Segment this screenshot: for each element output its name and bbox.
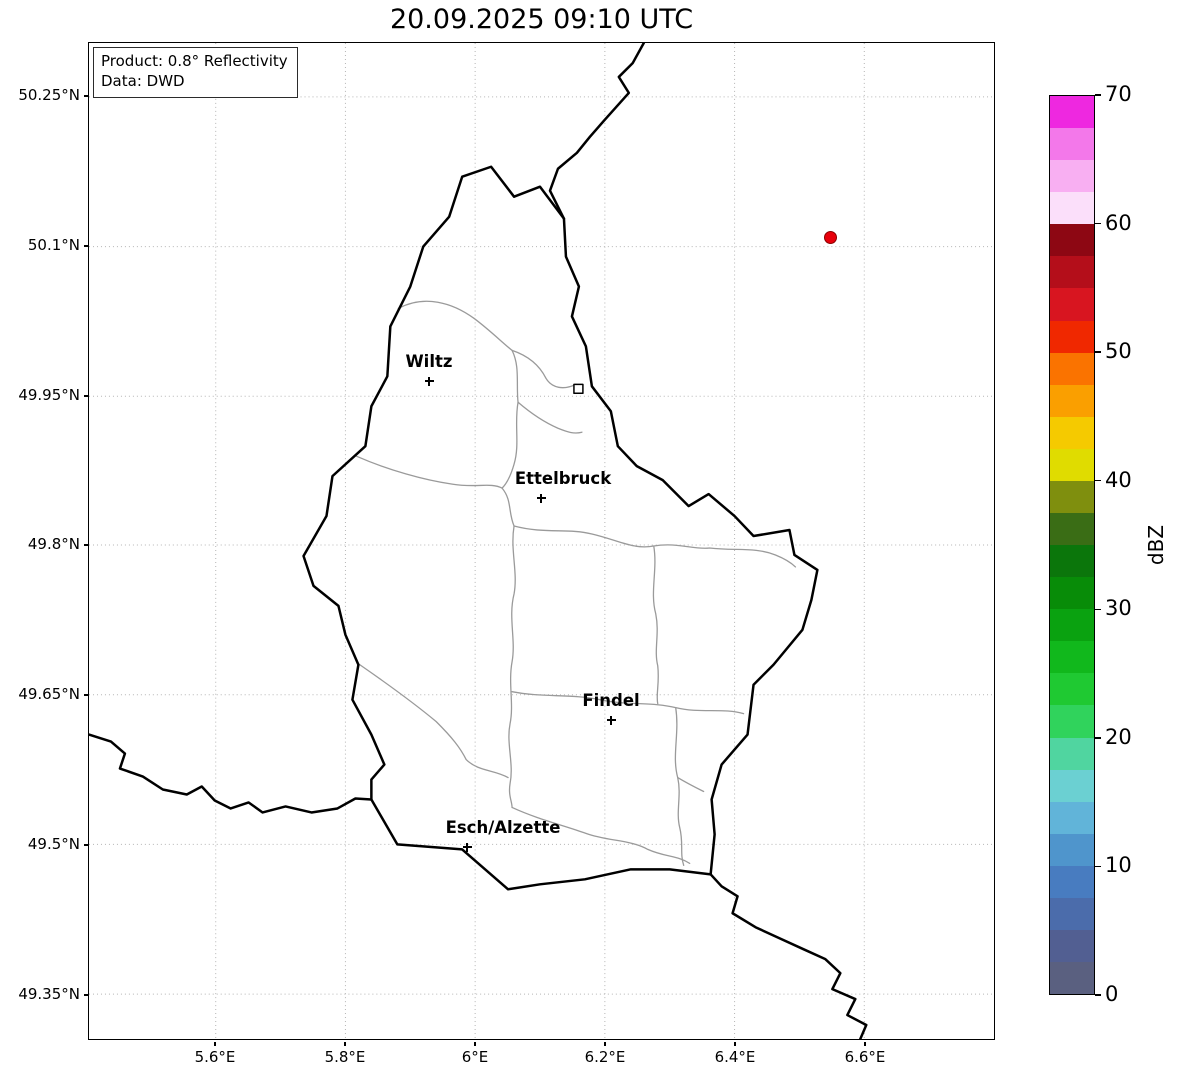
colorbar-segment (1050, 577, 1094, 610)
colorbar-segment (1050, 930, 1094, 963)
figure-title: 20.09.2025 09:10 UTC (389, 4, 694, 35)
city-marker (536, 493, 547, 504)
colorbar-tick-mark (1095, 608, 1101, 611)
city-label: Ettelbruck (514, 469, 612, 488)
lon-tick-mark (214, 1041, 216, 1046)
colorbar-segment (1050, 480, 1094, 514)
colorbar-tick-mark (1095, 222, 1101, 225)
info-product-line: Product: 0.8° Reflectivity (101, 52, 288, 70)
colorbar-tick-label: 20 (1105, 724, 1132, 749)
colorbar-segment (1050, 96, 1094, 129)
colorbar-tick-label: 60 (1105, 210, 1132, 235)
colorbar-segment (1050, 737, 1094, 770)
lat-tick-mark (84, 994, 88, 996)
colorbar-segment (1050, 769, 1094, 802)
colorbar-tick-mark (1095, 351, 1101, 353)
colorbar-tick-label: 10 (1105, 853, 1132, 878)
lon-tick-mark (344, 1041, 346, 1046)
colorbar-segment (1050, 416, 1094, 449)
lat-tick-label: 50.25°N (18, 86, 80, 104)
lat-tick-label: 49.65°N (18, 685, 80, 703)
lat-tick-mark (84, 844, 88, 846)
radar-site-marker (823, 230, 837, 244)
lat-tick-label: 49.35°N (18, 985, 80, 1003)
lon-tick-label: 6.6°E (844, 1048, 886, 1066)
colorbar-tick-label: 0 (1105, 982, 1119, 1006)
colorbar-tick-label: 30 (1105, 596, 1132, 621)
lon-tick-label: 5.8°E (324, 1048, 366, 1066)
city-label: Wiltz (405, 352, 453, 371)
colorbar-segment (1050, 609, 1094, 642)
info-data-line: Data: DWD (101, 72, 185, 91)
colorbar-tick-mark (1095, 479, 1101, 482)
city-label: Esch/Alzette (445, 818, 561, 837)
colorbar-segment (1050, 256, 1094, 289)
lon-tick-mark (604, 1041, 606, 1046)
map-plot-area: Product: 0.8° Reflectivity Data: DWD Wil… (88, 42, 995, 1040)
lat-tick-label: 49.8°N (27, 535, 80, 553)
france-belgium-border (89, 733, 373, 814)
colorbar-segment (1050, 160, 1094, 193)
colorbar-segment (1050, 833, 1094, 866)
lat-tick-label: 49.95°N (18, 386, 80, 404)
lat-tick-mark (84, 95, 88, 97)
colorbar-tick-label: 50 (1105, 339, 1132, 364)
luxembourg-border (302, 165, 819, 891)
colorbar-segment (1050, 352, 1094, 385)
lat-tick-label: 49.5°N (27, 835, 80, 853)
colorbar-segment (1050, 641, 1094, 674)
colorbar-unit-label: dBZ (1144, 524, 1168, 566)
france-germany-border (709, 873, 868, 1039)
colorbar-segment (1050, 448, 1094, 481)
colorbar-segment (1050, 897, 1094, 931)
colorbar-segment (1050, 288, 1094, 321)
vianden-border-detail (573, 383, 584, 395)
lon-tick-mark (474, 1041, 476, 1046)
lat-tick-mark (84, 245, 88, 247)
colorbar-segment (1050, 865, 1094, 898)
colorbar-segment (1050, 962, 1094, 995)
lon-tick-label: 6.2°E (584, 1048, 626, 1066)
colorbar-segment (1050, 801, 1094, 834)
lat-tick-mark (84, 395, 88, 397)
lon-tick-label: 6.4°E (714, 1048, 756, 1066)
colorbar-segment (1050, 384, 1094, 417)
lat-tick-mark (84, 694, 88, 696)
colorbar-segment (1050, 128, 1094, 161)
colorbar-segment (1050, 192, 1094, 225)
colorbar-tick-mark (1095, 737, 1101, 739)
colorbar-tick-mark (1095, 994, 1101, 996)
lon-tick-mark (734, 1041, 736, 1046)
city-marker (606, 715, 617, 726)
lon-tick-label: 6°E (461, 1048, 489, 1066)
colorbar-segment (1050, 320, 1094, 353)
colorbar-tick-label: 40 (1105, 467, 1132, 492)
colorbar-segment (1050, 224, 1094, 257)
lon-tick-mark (864, 1041, 866, 1046)
colorbar-segment (1050, 705, 1094, 738)
city-label: Findel (582, 691, 640, 710)
info-box: Product: 0.8° Reflectivity Data: DWD (93, 47, 298, 98)
colorbar-tick-label: 70 (1105, 82, 1132, 106)
graticule-gridlines (89, 43, 994, 1039)
colorbar (1049, 95, 1095, 995)
city-marker (462, 842, 473, 853)
lat-tick-mark (84, 544, 88, 546)
district-borders (355, 300, 797, 866)
colorbar-tick-mark (1095, 865, 1101, 868)
city-marker (424, 376, 435, 387)
colorbar-segment (1050, 673, 1094, 706)
country-borders (89, 43, 868, 1039)
colorbar-segment (1050, 513, 1094, 546)
belgium-germany-border (548, 43, 646, 220)
lat-tick-label: 50.1°N (27, 236, 80, 254)
lon-tick-label: 5.6°E (194, 1048, 236, 1066)
colorbar-segment (1050, 545, 1094, 578)
colorbar-tick-mark (1095, 94, 1101, 96)
map-svg (89, 43, 994, 1039)
